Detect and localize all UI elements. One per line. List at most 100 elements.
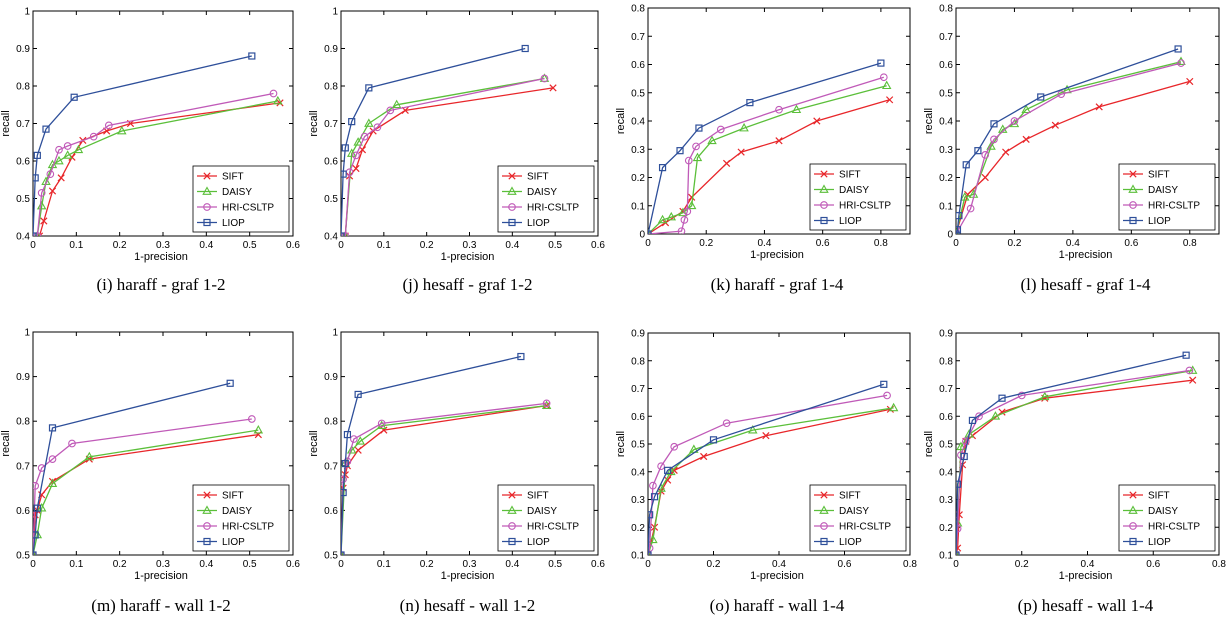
y-tick-label: 0.6 <box>324 157 338 168</box>
data-point-hri-csltp <box>343 457 352 466</box>
y-tick-label: 0.1 <box>631 201 645 212</box>
legend-marker-daisy <box>819 184 829 193</box>
legend-marker-daisy <box>1128 505 1138 514</box>
data-point-hri-csltp <box>33 232 42 236</box>
data-point-daisy <box>678 207 688 217</box>
data-point-daisy <box>986 141 996 150</box>
data-point-daisy <box>707 135 717 145</box>
legend-box <box>1118 163 1216 231</box>
data-point-daisy <box>648 549 651 555</box>
data-point-daisy <box>342 230 349 236</box>
legend-marker-daisy <box>202 186 212 195</box>
y-tick-label: 0.8 <box>324 417 338 428</box>
chart-panel: 0 0.1 0.2 0.3 0.4 0.5 0.6 0.4 0.5 0.6 0.7 0.8 0.9 1 1-… <box>0 7 300 295</box>
data-point-hri-csltp <box>352 151 360 160</box>
y-tick-label: 0.5 <box>16 551 30 562</box>
data-point-hri-csltp <box>975 412 983 421</box>
y-tick-label: 0.8 <box>939 356 953 367</box>
data-point-liop <box>1182 351 1190 359</box>
y-tick-label: 0.4 <box>324 232 338 243</box>
legend-label: SIFT <box>839 170 861 181</box>
y-tick-label: 0.6 <box>16 506 30 517</box>
series-group <box>33 379 264 555</box>
data-point-sift <box>1189 376 1197 384</box>
x-tick-label: 0.4 <box>199 559 213 570</box>
data-point-liop <box>341 488 347 497</box>
data-point-liop <box>664 466 672 474</box>
data-point-daisy <box>657 214 668 224</box>
data-point-sift <box>1186 77 1194 86</box>
legend-label: DAISY <box>1148 185 1178 196</box>
data-point-daisy <box>391 99 402 109</box>
data-point-sift <box>48 187 57 195</box>
y-tick-label: 0.5 <box>631 88 645 99</box>
y-axis-label: recall <box>923 108 935 134</box>
data-point-daisy <box>84 451 95 461</box>
legend-label: SIFT <box>1148 170 1170 181</box>
y-tick-label: 0.9 <box>16 44 30 55</box>
y-axis-label: recall <box>308 110 320 136</box>
legend-label: DAISY <box>527 506 557 517</box>
data-point-hri-csltp <box>1185 366 1194 375</box>
y-tick-label: 0.6 <box>939 60 953 71</box>
series-line-hri-csltp <box>344 77 545 236</box>
data-point-daisy <box>36 200 47 210</box>
x-tick-label: 0 <box>338 559 344 570</box>
data-point-sift <box>956 544 962 552</box>
legend-marker-sift <box>1129 491 1137 499</box>
x-axis-label: 1-precision <box>134 570 188 582</box>
data-point-daisy <box>956 441 966 451</box>
x-tick-label: 0.4 <box>1081 559 1095 570</box>
data-point-daisy <box>666 211 677 221</box>
data-point-hri-csltp <box>341 475 347 484</box>
data-point-daisy <box>791 104 802 114</box>
legend-marker-sift <box>508 491 516 499</box>
legend-label: HRI-CSLTP <box>527 522 579 533</box>
y-tick-label: 0.6 <box>939 412 953 423</box>
data-point-liop <box>877 59 885 67</box>
data-point-liop <box>956 212 963 220</box>
data-point-sift <box>358 146 367 154</box>
data-point-daisy <box>739 122 749 132</box>
legend-marker-liop <box>203 218 211 227</box>
y-tick-label: 0.4 <box>939 117 953 128</box>
x-axis-label: 1-precision <box>1059 570 1113 582</box>
y-tick-label: 0.7 <box>16 119 30 130</box>
data-point-liop <box>33 174 39 182</box>
x-tick-label: 0.2 <box>707 559 721 570</box>
data-point-hri-csltp <box>883 391 891 400</box>
x-tick-label: 0.6 <box>838 559 852 570</box>
data-point-hri-csltp <box>63 142 72 150</box>
data-point-daisy <box>47 478 58 487</box>
data-point-hri-csltp <box>956 524 962 533</box>
data-point-hri-csltp <box>55 145 63 154</box>
series-line-liop <box>956 354 1187 555</box>
legend-marker-sift <box>820 491 828 499</box>
data-point-daisy <box>990 411 1001 420</box>
data-point-sift <box>885 96 894 104</box>
series-line-daisy <box>344 77 545 236</box>
legend-marker-hri-csltp <box>203 203 211 211</box>
x-tick-label: 0.5 <box>243 559 257 570</box>
y-axis-label: recall <box>308 430 320 456</box>
legend: SIFT DAISY HRI-CSLTP LIOP <box>192 165 290 233</box>
data-point-liop <box>880 380 888 388</box>
y-tick-label: 0.5 <box>939 440 953 451</box>
y-tick-label: 0.5 <box>16 194 30 205</box>
data-point-liop <box>521 44 529 53</box>
data-point-hri-csltp <box>684 156 693 165</box>
data-point-sift <box>700 452 708 461</box>
data-point-daisy <box>364 118 374 127</box>
legend-marker-hri-csltp <box>203 522 211 530</box>
legend-marker-daisy <box>819 505 829 514</box>
x-tick-label: 0.6 <box>591 559 605 570</box>
panel-caption: (o) haraff - wall 1-4 <box>710 596 845 615</box>
legend-marker-liop <box>1129 216 1137 225</box>
series-group <box>341 44 557 236</box>
series-group <box>341 352 552 555</box>
data-point-sift <box>276 99 284 107</box>
data-point-daisy <box>355 436 366 445</box>
legend-label: DAISY <box>839 506 869 517</box>
data-point-daisy <box>748 424 758 434</box>
legend-label: HRI-CSLTP <box>1148 522 1200 533</box>
